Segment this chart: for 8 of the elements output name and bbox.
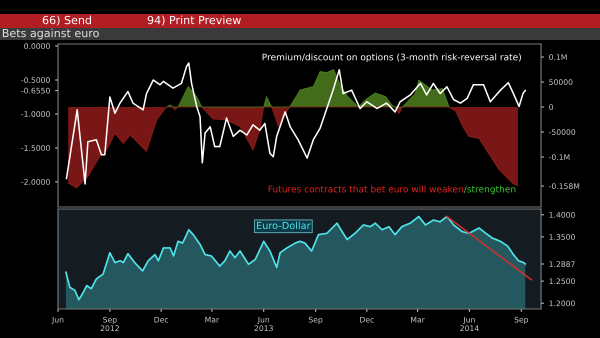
text: 94) Print Preview: [148, 16, 241, 26]
annotation: Futures contracts that bet euro will weaken: [268, 185, 463, 192]
annotation: /strengthen: [464, 185, 516, 194]
text: 66) Send: [42, 16, 91, 26]
annotation: Premium/discount on options (3-month risk-reversal rate): [262, 53, 521, 62]
series-label: Euro-Dollar: [257, 222, 311, 230]
line-series: [66, 62, 526, 185]
chart-title: Bets against euro: [2, 28, 99, 40]
